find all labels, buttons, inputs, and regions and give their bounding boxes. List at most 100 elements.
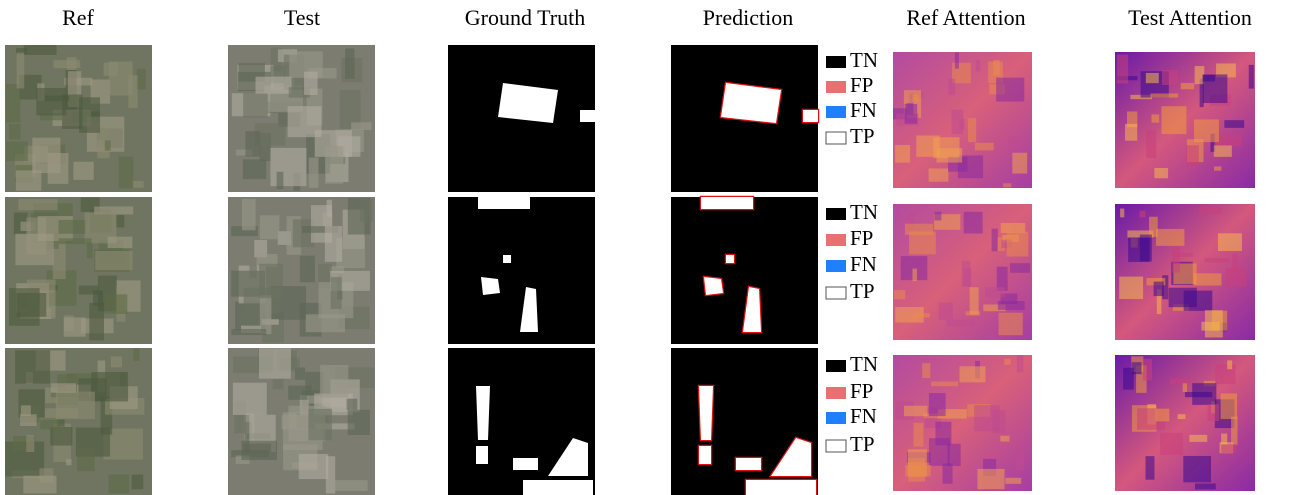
change-region [803, 110, 818, 122]
attention-patch [936, 148, 962, 162]
change-region [513, 458, 538, 470]
attention-patch [1146, 130, 1156, 158]
image-patch [23, 476, 56, 494]
change-region [736, 458, 761, 470]
image-patch [231, 329, 266, 335]
attention-patch [1215, 364, 1235, 384]
attention-patch [1203, 75, 1215, 82]
attention-patch [1192, 383, 1216, 405]
image-patch [273, 379, 284, 389]
attention-patch [1194, 119, 1219, 142]
image-patch [15, 234, 53, 265]
image-patch [320, 365, 348, 398]
image-patch [243, 93, 267, 118]
attention-patch [1005, 478, 1021, 484]
attention-patch [1162, 70, 1178, 85]
image-patch [299, 454, 328, 479]
image-patch [26, 435, 34, 452]
legend-swatch [826, 360, 846, 372]
attention-patch [960, 366, 986, 382]
image-patch [105, 140, 111, 150]
image-patch [270, 148, 306, 186]
attention-patch [964, 212, 983, 234]
image-patch [245, 131, 260, 156]
legend-label: FP [850, 226, 873, 250]
image-patch [295, 368, 305, 380]
column-header: Ref [62, 5, 94, 30]
attention-patch [1007, 232, 1029, 257]
attention-patch [1004, 359, 1010, 365]
column-header: Test [284, 5, 320, 30]
attention-patch [947, 320, 975, 327]
attention-patch [948, 79, 955, 95]
image-grid [5, 45, 1255, 495]
image-patch [233, 383, 267, 415]
legend-label: FN [850, 404, 877, 428]
attention-patch [1117, 54, 1128, 83]
image-patch [21, 405, 31, 416]
image-patch [108, 237, 133, 248]
column-header: Prediction [703, 5, 793, 30]
attention-patch [1231, 417, 1237, 445]
legend-label: FN [850, 252, 877, 276]
legend-label: TP [850, 279, 875, 303]
image-patch [48, 153, 69, 184]
image-patch [259, 348, 291, 378]
attention-patch [1146, 73, 1159, 83]
attention-patch [913, 94, 919, 102]
attention-patch [912, 269, 916, 281]
attention-patch [1154, 168, 1168, 178]
legend-label: TP [850, 124, 875, 148]
image-patch [95, 251, 132, 270]
image-patch [18, 199, 57, 210]
change-region [481, 277, 500, 295]
legend-swatch [826, 56, 846, 68]
image-patch [59, 238, 92, 244]
image-patch [89, 303, 104, 341]
attention-patch [929, 438, 950, 466]
legend-label: FP [850, 379, 873, 403]
legend-label: TN [850, 200, 878, 224]
attention-patch [1178, 414, 1186, 419]
image-patch [17, 53, 25, 89]
attention-patch [970, 287, 979, 314]
image-patch [24, 45, 57, 55]
attention-patch [999, 313, 1023, 335]
image-patch [241, 441, 277, 460]
image-patch [9, 124, 21, 140]
legend-label: TN [850, 48, 878, 72]
attention-patch [1221, 444, 1236, 453]
attention-patch [1017, 355, 1024, 372]
attention-patch [929, 393, 946, 416]
attention-patch [939, 302, 953, 319]
image-patch [105, 294, 128, 313]
image-patch [309, 158, 319, 188]
image-patch [260, 295, 272, 334]
attention-patch [914, 313, 930, 317]
attention-patch [1186, 145, 1199, 167]
attention-patch [1221, 393, 1238, 419]
legend-swatch [826, 440, 846, 452]
change-region [746, 480, 816, 495]
image-patch [306, 314, 345, 332]
image-patch [242, 199, 256, 230]
attention-patch [1170, 378, 1190, 384]
image-patch [348, 410, 370, 435]
attention-patch [1205, 310, 1223, 337]
image-patch [53, 60, 80, 68]
attention-patch [1161, 106, 1186, 134]
change-region [478, 197, 530, 209]
image-patch [260, 215, 280, 239]
attention-patch [916, 135, 940, 156]
image-patch [111, 356, 122, 367]
attention-patch [931, 381, 958, 386]
image-patch [308, 409, 332, 441]
attention-patch [996, 78, 1024, 102]
change-region [699, 386, 713, 440]
attention-patch [968, 118, 976, 142]
image-patch [133, 181, 144, 188]
image-patch [73, 162, 93, 180]
image-patch [300, 256, 315, 283]
